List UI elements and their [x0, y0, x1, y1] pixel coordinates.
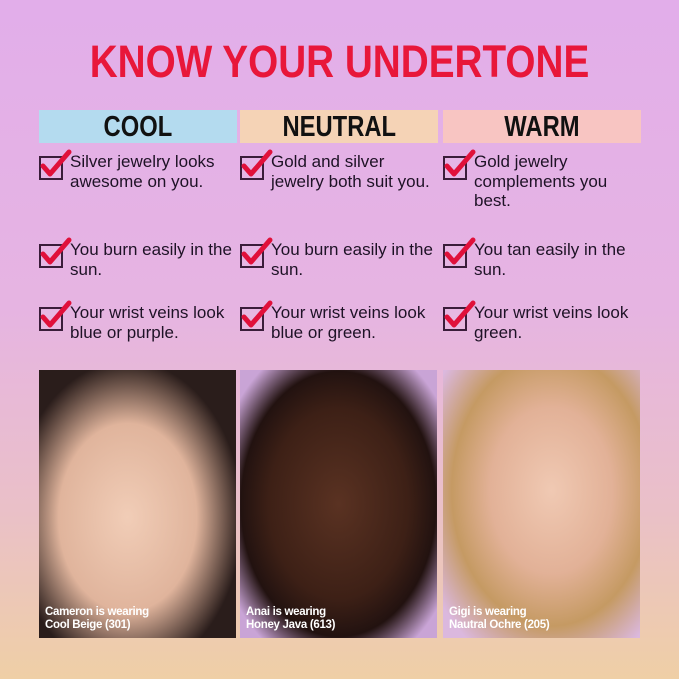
checkbox-checked-icon — [240, 237, 273, 268]
checkbox-checked-icon — [240, 149, 273, 180]
photo-caption: Gigi is wearing Nautral Ochre (205) — [449, 606, 550, 632]
photo-caption: Anai is wearing Honey Java (613) — [246, 606, 335, 632]
checkbox-checked-icon — [443, 149, 476, 180]
shade-name: Nautral Ochre (205) — [449, 619, 550, 631]
photo-caption: Cameron is wearing Cool Beige (301) — [45, 606, 149, 632]
list-item: You burn easily in the sun. — [39, 237, 239, 279]
header-cool: COOL — [39, 110, 237, 143]
shade-name: Honey Java (613) — [246, 619, 336, 631]
item-text: Your wrist veins look green. — [474, 303, 629, 342]
list-item: You burn easily in the sun. — [240, 237, 440, 279]
caption-line: Cameron is wearing — [45, 606, 149, 618]
item-text: You burn easily in the sun. — [271, 240, 433, 279]
model-photo-warm: Gigi is wearing Nautral Ochre (205) — [443, 370, 640, 638]
shade-name: Cool Beige (301) — [45, 619, 131, 631]
list-item: Your wrist veins look blue or green. — [240, 300, 440, 342]
header-label: NEUTRAL — [282, 111, 396, 143]
header-warm: WARM — [443, 110, 641, 143]
item-text: Gold and silver jewelry both suit you. — [271, 152, 430, 191]
item-text: Your wrist veins look blue or purple. — [70, 303, 225, 342]
header-label: WARM — [504, 111, 580, 143]
item-text: You tan easily in the sun. — [474, 240, 626, 279]
item-text: You burn easily in the sun. — [70, 240, 232, 279]
list-item: Silver jewelry looks awesome on you. — [39, 149, 239, 191]
checkbox-checked-icon — [39, 237, 72, 268]
column-cool: COOL Silver jewelry looks awesome on you… — [39, 110, 237, 342]
checkbox-checked-icon — [240, 300, 273, 331]
list-item: Your wrist veins look blue or purple. — [39, 300, 239, 342]
caption-line: Anai is wearing — [246, 606, 326, 618]
item-text: Silver jewelry looks awesome on you. — [70, 152, 215, 191]
checkbox-checked-icon — [39, 149, 72, 180]
page-title: KNOW YOUR UNDERTONE — [89, 36, 590, 87]
list-item: Gold jewelry complements you best. — [443, 149, 643, 211]
checkbox-checked-icon — [443, 237, 476, 268]
model-photo-cool: Cameron is wearing Cool Beige (301) — [39, 370, 236, 638]
header-label: COOL — [103, 111, 173, 143]
column-neutral: NEUTRAL Gold and silver jewelry both sui… — [240, 110, 438, 342]
header-neutral: NEUTRAL — [240, 110, 438, 143]
item-text: Gold jewelry complements you best. — [474, 152, 608, 210]
model-photo-neutral: Anai is wearing Honey Java (613) — [240, 370, 437, 638]
checkbox-checked-icon — [443, 300, 476, 331]
checkbox-checked-icon — [39, 300, 72, 331]
column-warm: WARM Gold jewelry complements you best. … — [443, 110, 641, 342]
list-item: Gold and silver jewelry both suit you. — [240, 149, 440, 191]
caption-line: Gigi is wearing — [449, 606, 527, 618]
list-item: You tan easily in the sun. — [443, 237, 643, 279]
list-item: Your wrist veins look green. — [443, 300, 643, 342]
item-text: Your wrist veins look blue or green. — [271, 303, 426, 342]
